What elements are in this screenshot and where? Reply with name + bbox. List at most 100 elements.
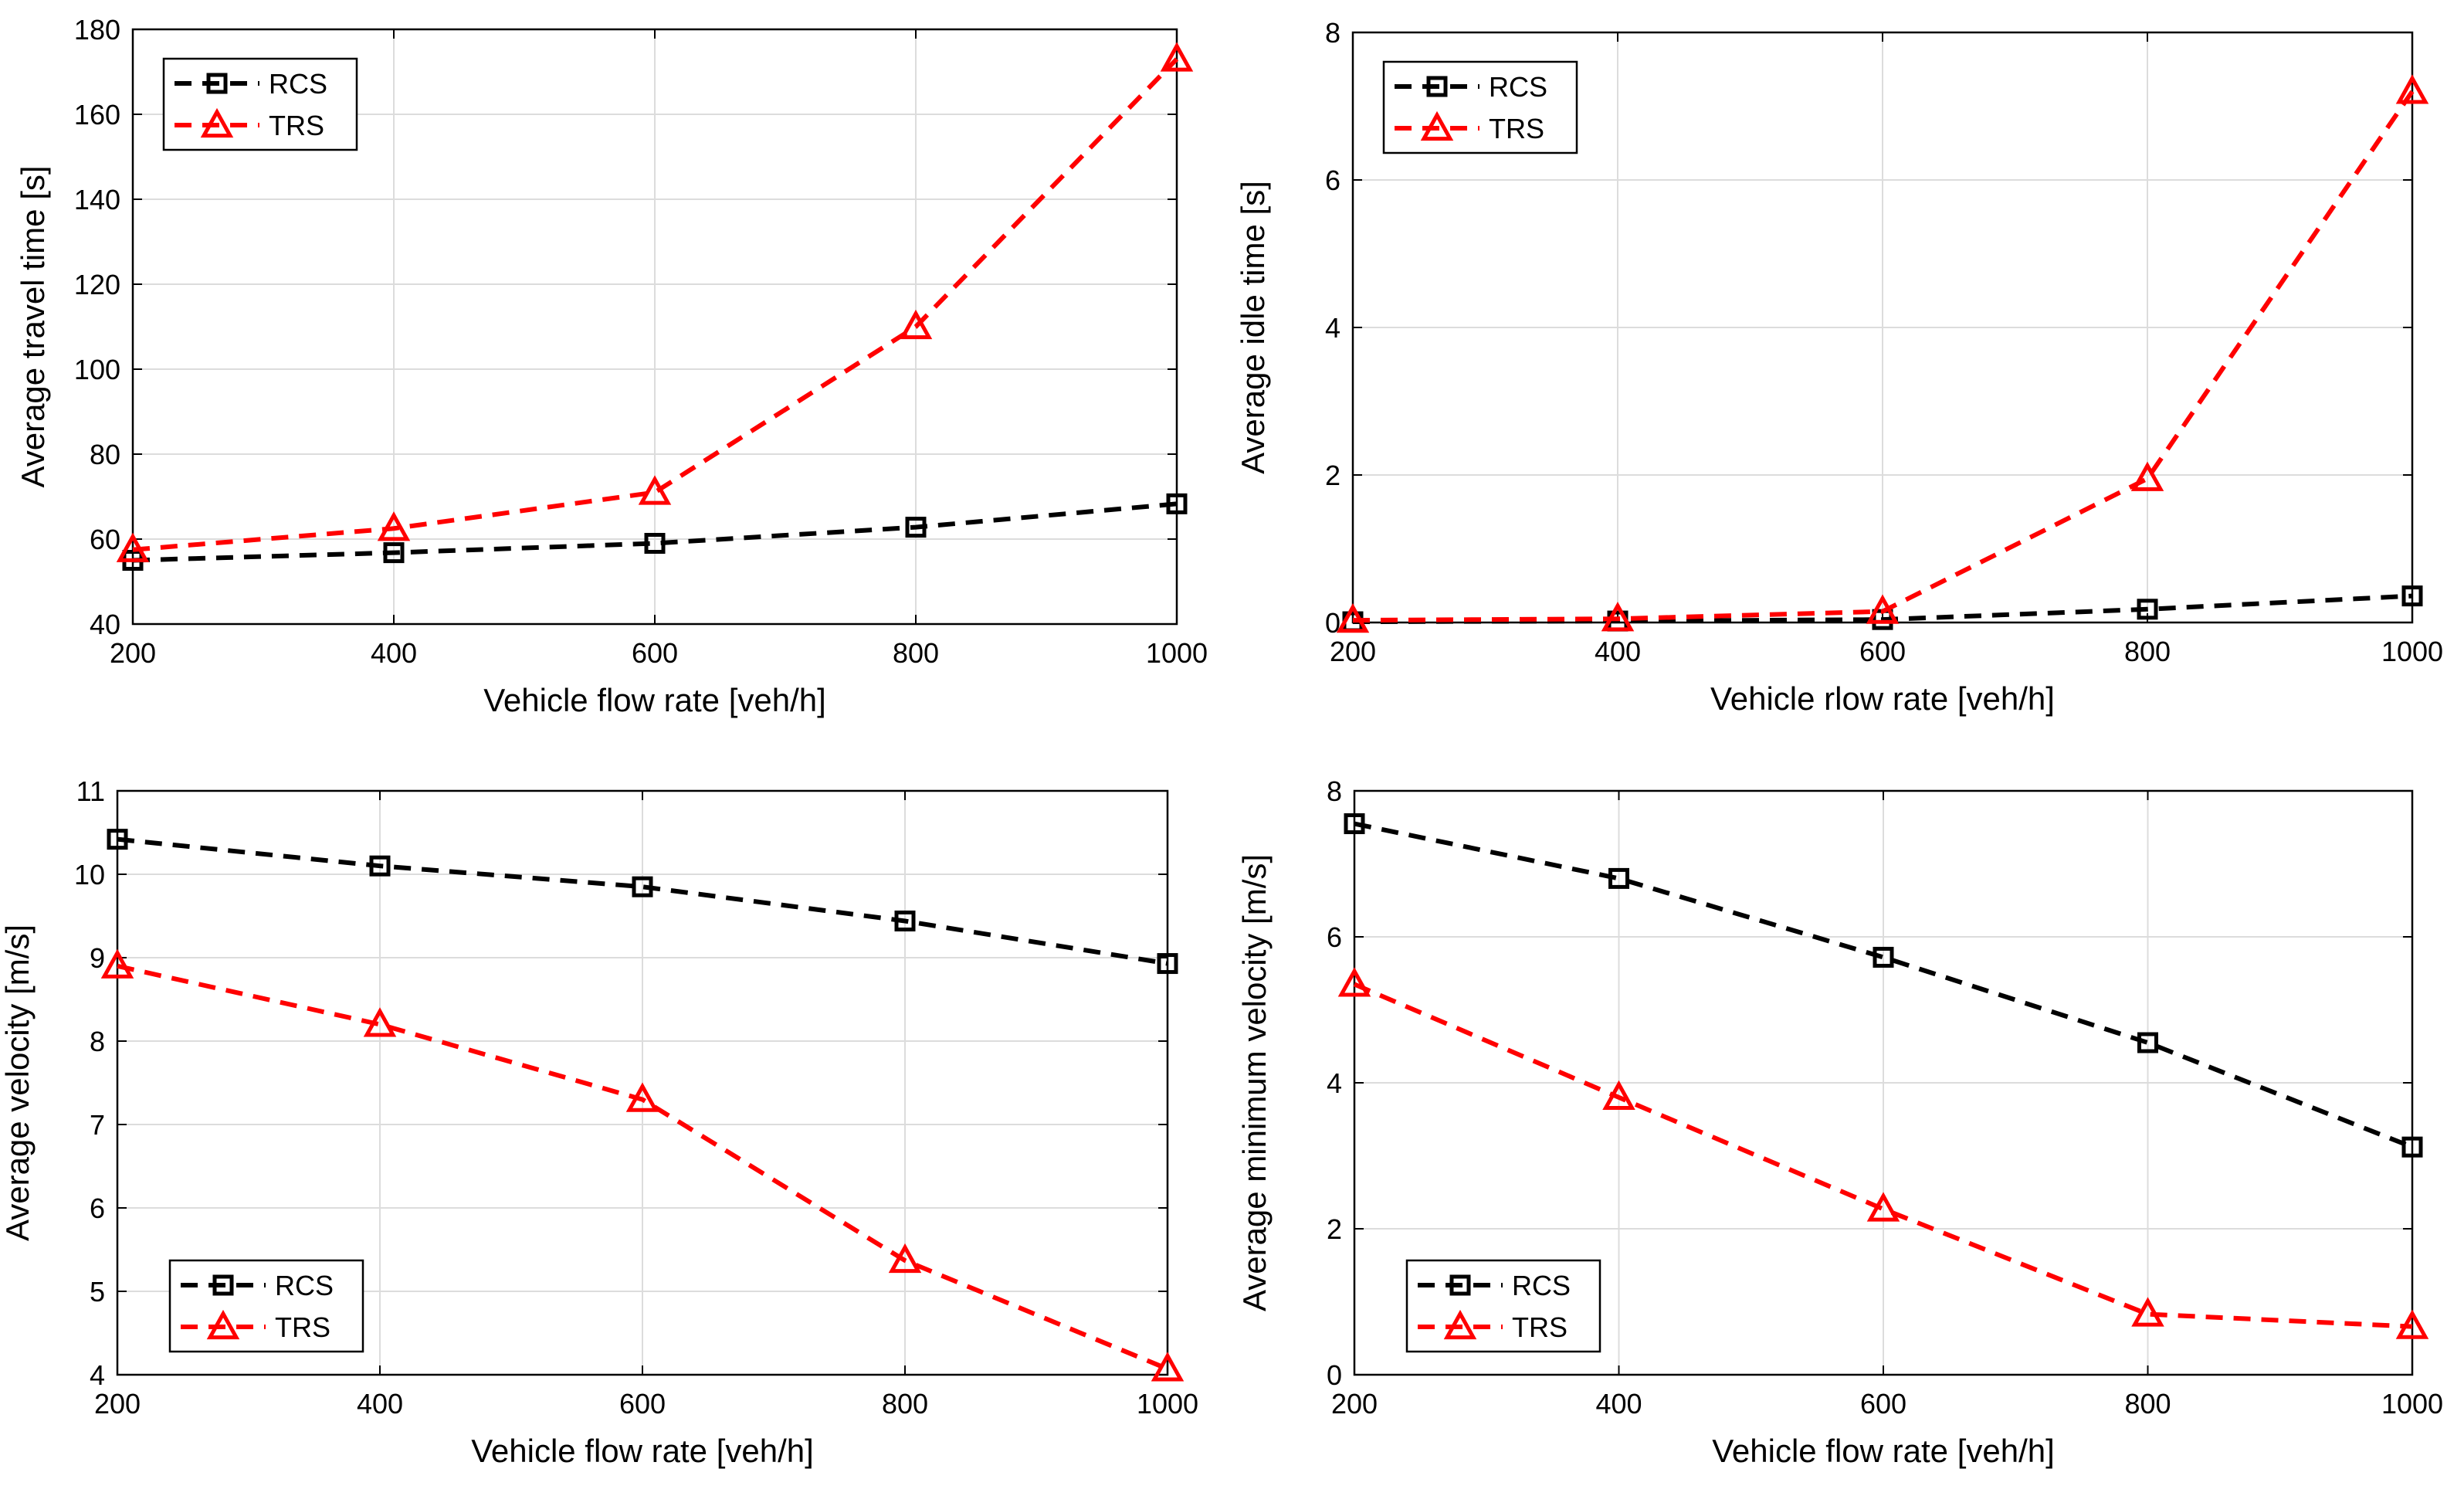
series-trs <box>116 42 1194 562</box>
plot-frame <box>116 789 1169 1376</box>
legend-label-trs: TRS <box>1489 113 1544 144</box>
data-point-trs <box>1336 602 1370 633</box>
data-point-trs <box>1866 594 1900 624</box>
y-tick-label: 8 <box>1325 17 1340 49</box>
legend-box <box>1405 1259 1601 1353</box>
legend-label-rcs: RCS <box>1489 71 1547 103</box>
legend-entry-rcs: RCS <box>1395 71 1547 103</box>
plot-frame <box>131 28 1178 626</box>
data-point-rcs <box>1166 493 1188 514</box>
y-tick-label: 40 <box>90 609 120 640</box>
data-point-trs <box>1337 967 1371 997</box>
series-line-trs <box>132 57 1179 552</box>
legend-marker-trs <box>1420 110 1454 141</box>
data-point-trs <box>1601 602 1635 632</box>
x-tick-label: 600 <box>632 637 678 669</box>
y-tick-label: 8 <box>90 1026 105 1057</box>
x-axis-label: Vehicle flow rate [veh/h] <box>471 1433 814 1469</box>
y-tick-label: 160 <box>74 99 120 131</box>
x-axis-label: Vehicle flow rate [veh/h] <box>483 682 826 718</box>
x-tick-label: 800 <box>882 1388 928 1420</box>
legend-label-rcs: RCS <box>269 68 327 100</box>
data-point-rcs <box>644 533 666 554</box>
data-point-rcs <box>1873 946 1894 968</box>
series-line-trs <box>117 963 1169 1372</box>
y-tick-label: 11 <box>76 775 105 807</box>
data-point-trs <box>2395 1309 2429 1339</box>
legend-entry-trs: TRS <box>175 107 324 141</box>
legend-box <box>1382 60 1578 154</box>
x-tick-label: 400 <box>371 637 417 669</box>
y-tick-label: 6 <box>1327 921 1342 953</box>
y-tick-label: 8 <box>1327 775 1342 807</box>
x-tick-label: 400 <box>1595 1388 1642 1420</box>
legend-marker-rcs <box>212 1274 234 1296</box>
x-tick-label: 1000 <box>2381 1388 2443 1420</box>
x-axis-label: Vehicle flow rate [veh/h] <box>1712 1433 2055 1469</box>
data-point-trs <box>100 948 134 979</box>
data-point-rcs <box>1344 813 1365 835</box>
data-point-rcs <box>1608 867 1629 889</box>
x-tick-label: 200 <box>1330 636 1376 667</box>
series-rcs <box>107 829 1178 975</box>
data-point-rcs <box>2401 585 2423 607</box>
legend-entry-rcs: RCS <box>181 1270 334 1301</box>
series-rcs <box>1344 813 2423 1158</box>
legend-marker-trs <box>1443 1309 1477 1340</box>
x-tick-label: 800 <box>2124 1388 2171 1420</box>
y-tick-label: 80 <box>90 439 120 470</box>
series-rcs <box>122 493 1188 571</box>
y-tick-label: 0 <box>1325 607 1340 639</box>
chart-velocity: 200 400 600 800 1000 4 5 6 7 8 9 10 11 Vehicle flow r… <box>0 775 1198 1469</box>
data-point-rcs <box>1157 953 1178 975</box>
data-point-rcs <box>2137 1032 2158 1053</box>
series-line-rcs <box>1354 821 2414 1149</box>
data-point-trs <box>2131 1297 2164 1327</box>
legend-box <box>168 1259 364 1353</box>
legend-entry-trs: TRS <box>1418 1309 1568 1343</box>
y-axis-label: Average idle time [s] <box>1235 181 1271 474</box>
y-tick-label: 180 <box>74 14 120 46</box>
x-tick-label: 1000 <box>1137 1388 1198 1420</box>
series-line-rcs <box>117 836 1168 966</box>
x-tick-label: 600 <box>619 1388 666 1420</box>
data-point-rcs <box>632 876 653 897</box>
x-tick-label: 200 <box>110 637 156 669</box>
legend-label-rcs: RCS <box>1512 1270 1571 1301</box>
data-point-rcs <box>2401 1136 2423 1158</box>
y-tick-label: 120 <box>74 269 120 300</box>
data-point-trs <box>2395 74 2429 104</box>
y-tick-label: 0 <box>1327 1359 1342 1391</box>
legend-entry-trs: TRS <box>181 1309 330 1343</box>
plot-frame <box>1353 789 2414 1376</box>
data-point-trs <box>363 1007 397 1037</box>
legend: RCS TRS <box>1382 60 1578 154</box>
legend-box <box>162 57 358 151</box>
x-tick-label: 600 <box>1859 636 1906 667</box>
legend-label-trs: TRS <box>275 1311 330 1343</box>
y-tick-label: 4 <box>1325 312 1340 344</box>
data-point-rcs <box>107 829 128 850</box>
chart-travel: 200 400 600 800 1000 40 60 80 100 120 140 160 180 Veh… <box>15 14 1208 718</box>
data-point-trs <box>625 1082 659 1112</box>
data-point-trs <box>377 511 411 541</box>
data-point-trs <box>116 532 150 562</box>
y-axis-label: Average travel time [s] <box>15 165 51 487</box>
x-axis-label: Vehicle rlow rate [veh/h] <box>1710 680 2055 717</box>
x-tick-label: 800 <box>893 637 939 669</box>
data-point-trs <box>888 1243 922 1274</box>
legend-marker-trs <box>200 107 234 138</box>
series-line-rcs <box>132 501 1178 563</box>
legend-entry-trs: TRS <box>1395 110 1544 144</box>
y-tick-label: 6 <box>1325 165 1340 196</box>
legend: RCS TRS <box>1405 1259 1601 1353</box>
legend-entry-rcs: RCS <box>1418 1270 1571 1301</box>
legend-marker-rcs <box>1426 76 1448 97</box>
y-tick-label: 2 <box>1327 1213 1342 1245</box>
x-tick-label: 400 <box>1595 636 1641 667</box>
legend: RCS TRS <box>168 1259 364 1353</box>
legend-marker-trs <box>206 1309 240 1340</box>
x-tick-label: 800 <box>2124 636 2171 667</box>
data-point-trs <box>2130 461 2164 491</box>
